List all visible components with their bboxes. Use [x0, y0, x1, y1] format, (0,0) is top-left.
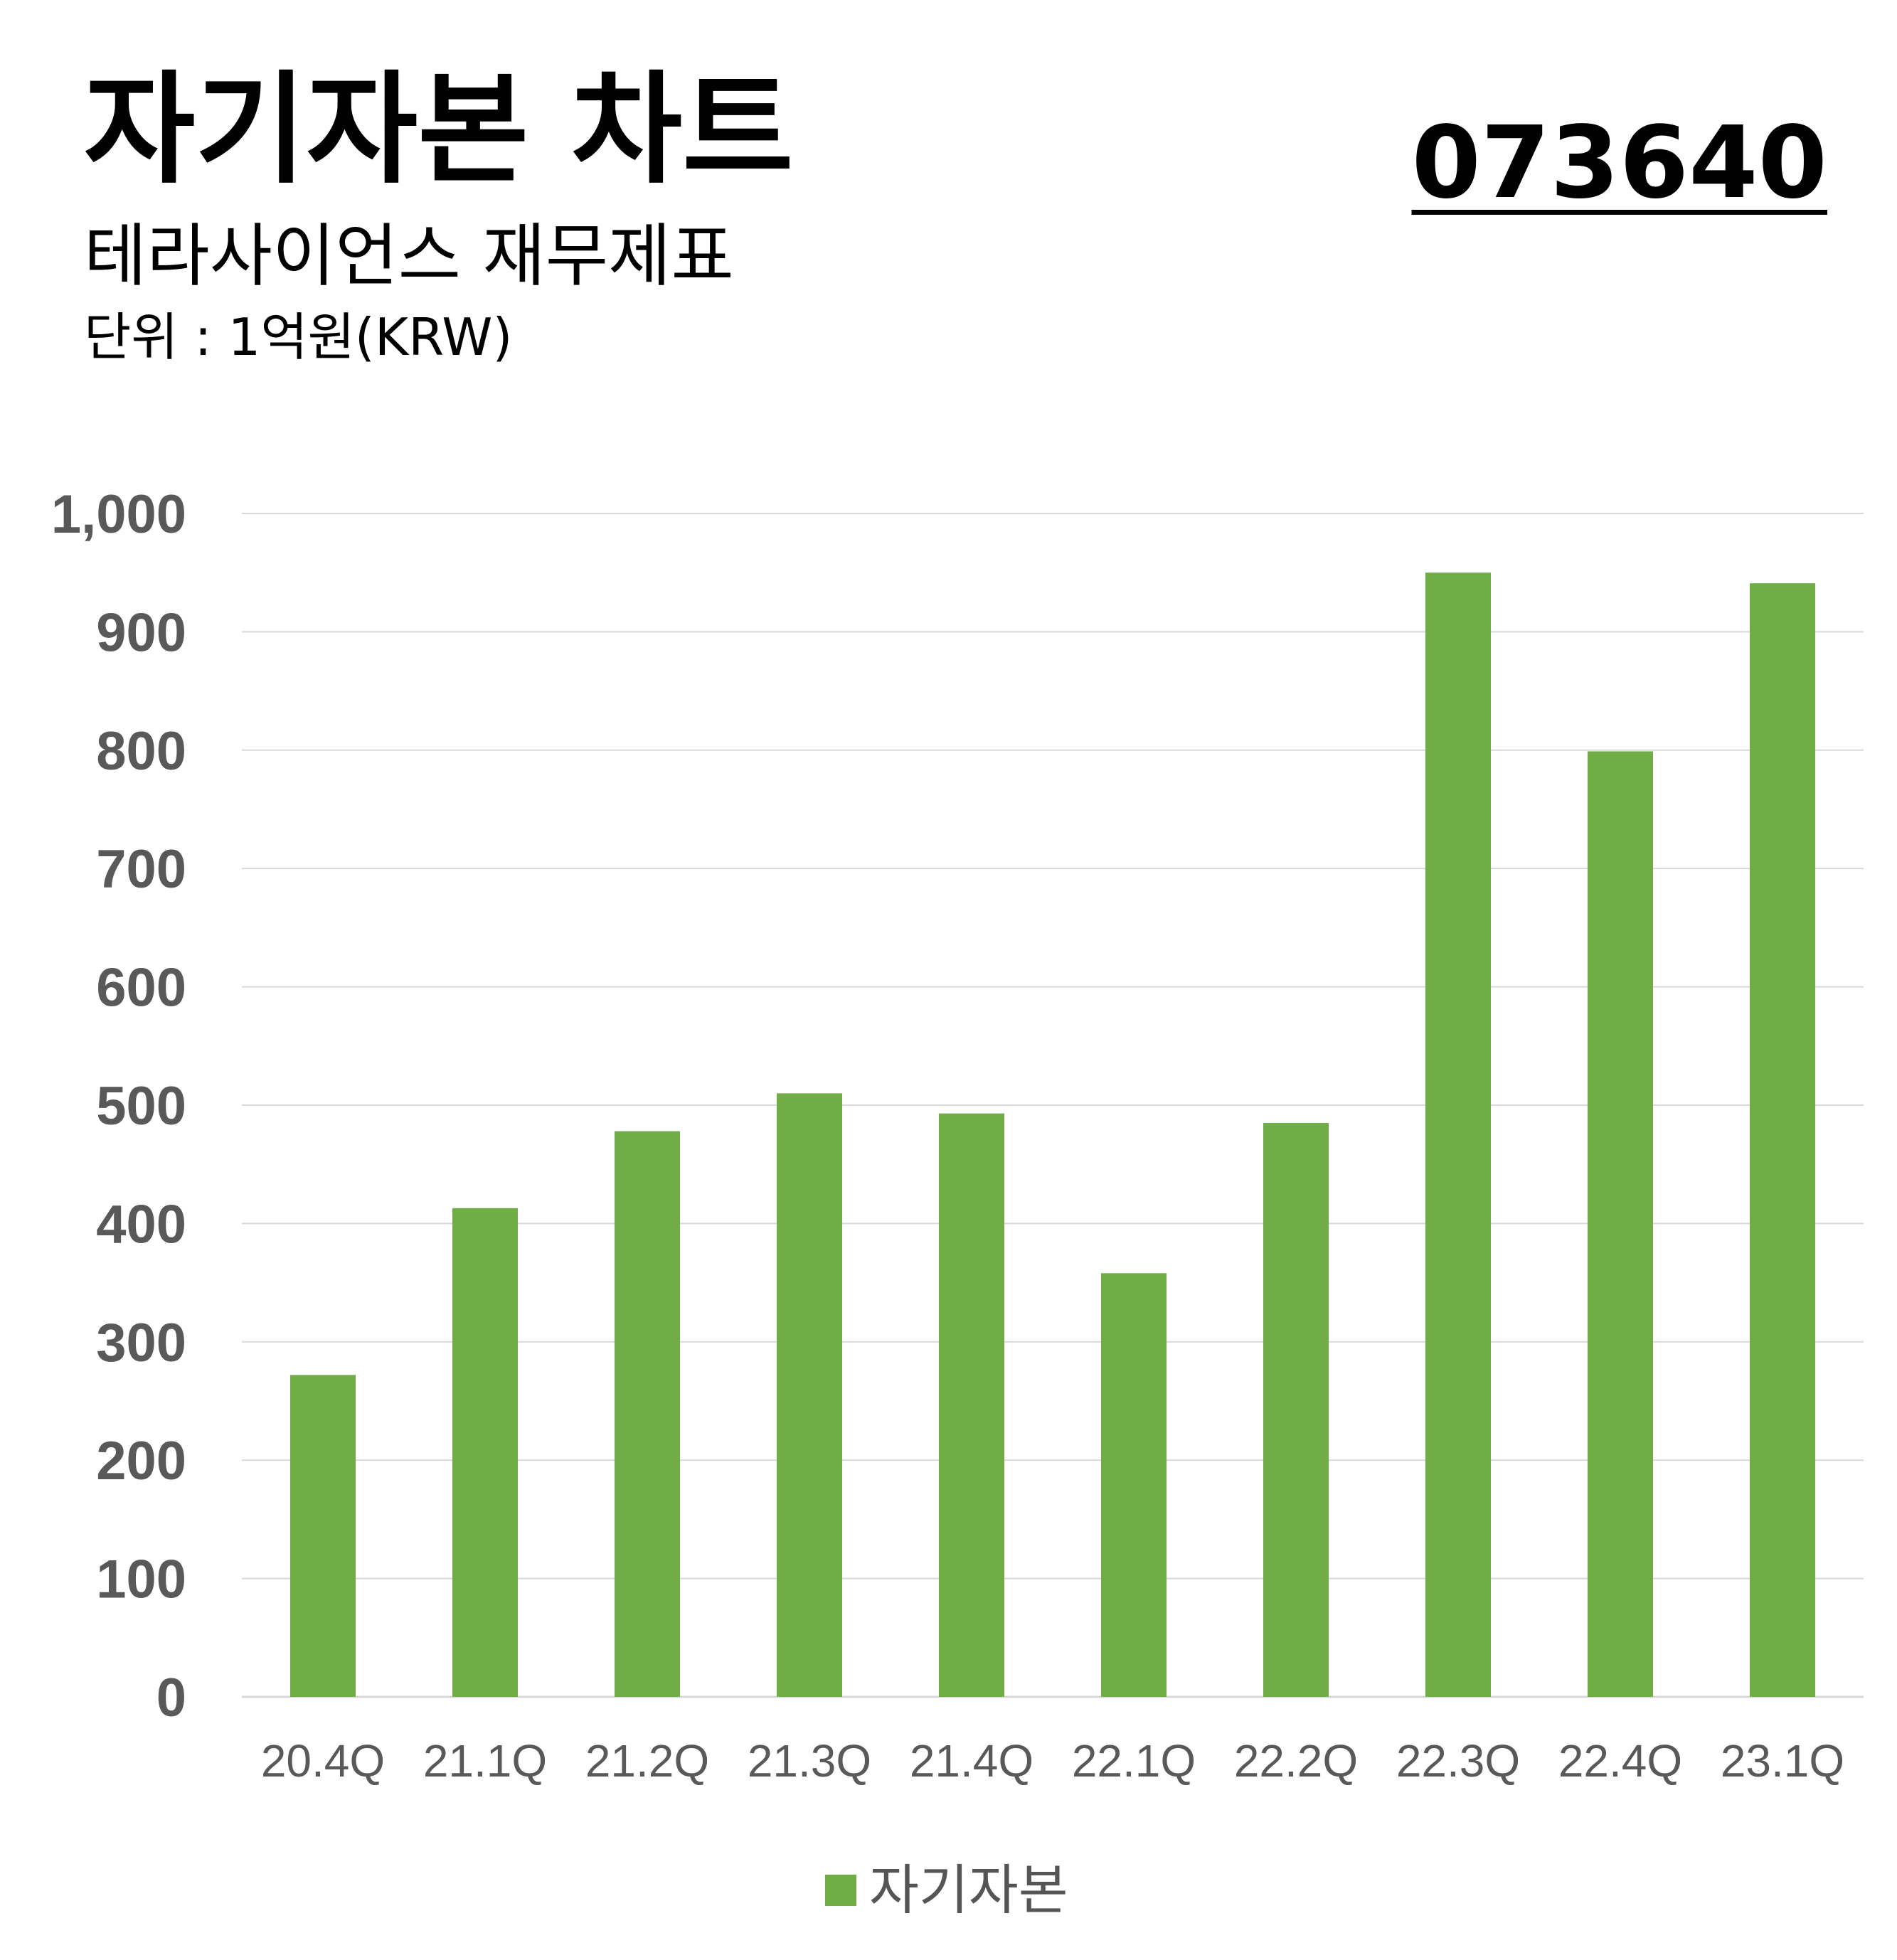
x-tick-label: 20.4Q [261, 1735, 385, 1786]
y-tick-label: 200 [96, 1431, 186, 1491]
y-tick-label: 800 [96, 721, 186, 782]
x-tick-label: 23.1Q [1721, 1735, 1844, 1786]
x-tick-label: 21.1Q [423, 1735, 547, 1786]
y-tick-label: 100 [96, 1550, 186, 1610]
y-tick-label: 1,000 [51, 484, 186, 545]
chart-title: 자기자본 차트 [84, 60, 794, 201]
y-tick-label: 400 [96, 1194, 186, 1255]
y-tick-label: 700 [96, 839, 186, 900]
x-tick-label: 22.1Q [1072, 1735, 1196, 1786]
bar-22.1Q [1101, 1273, 1167, 1697]
bar-23.1Q [1750, 583, 1815, 1697]
legend-swatch [825, 1875, 856, 1906]
legend: 자기자본 [825, 1863, 1068, 1917]
x-tick-label: 22.3Q [1396, 1735, 1520, 1786]
x-tick-label: 22.2Q [1234, 1735, 1358, 1786]
bar-22.4Q [1588, 751, 1653, 1697]
x-tick-label: 22.4Q [1558, 1735, 1682, 1786]
x-tick-label: 21.4Q [910, 1735, 1033, 1786]
unit-label: 단위 : 1억원(KRW) [84, 307, 513, 367]
bar-22.2Q [1263, 1122, 1329, 1697]
y-tick-label: 600 [96, 958, 186, 1018]
y-axis-ticks: 0 100 200 300 400 500 600 700 800 900 1,000 [51, 484, 186, 1728]
y-tick-label: 900 [96, 602, 186, 663]
x-tick-label: 21.3Q [748, 1735, 871, 1786]
bar-20.4Q [290, 1375, 356, 1697]
y-tick-label: 0 [156, 1668, 186, 1728]
y-tick-label: 500 [96, 1076, 186, 1136]
bar-21.3Q [777, 1093, 842, 1697]
y-tick-label: 300 [96, 1313, 186, 1373]
bar-21.4Q [939, 1113, 1004, 1697]
x-axis-ticks: 20.4Q 21.1Q 21.2Q 21.3Q 21.4Q 22.1Q 22.2Q 22.3Q… [261, 1735, 1844, 1786]
x-tick-label: 21.2Q [585, 1735, 709, 1786]
legend-label-equity: 자기자본 [869, 1858, 1068, 1922]
bars [290, 572, 1815, 1698]
bar-21.2Q [615, 1131, 680, 1697]
bar-21.1Q [452, 1208, 518, 1697]
ticker-code: 073640 [1411, 105, 1827, 221]
bar-22.3Q [1425, 572, 1491, 1698]
chart-subtitle: 테라사이언스 재무제표 [84, 216, 734, 296]
